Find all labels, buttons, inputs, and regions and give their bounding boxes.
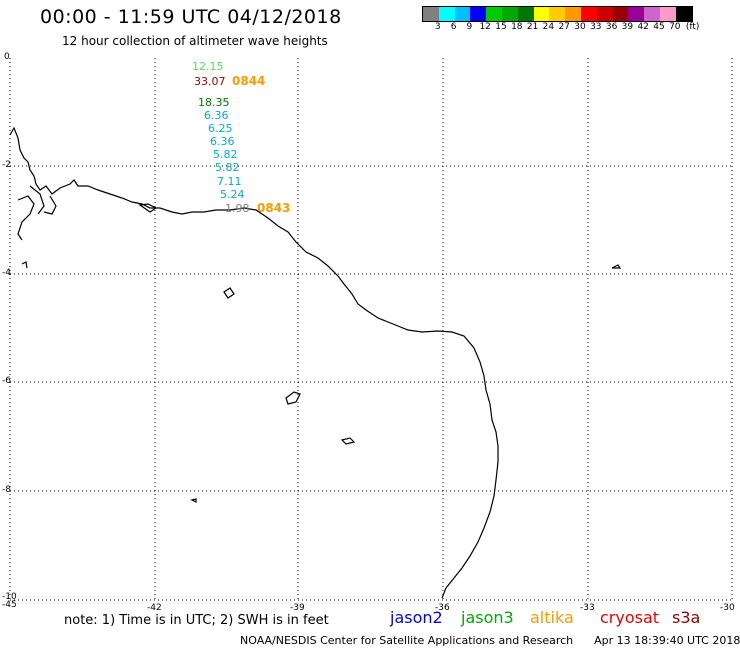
colorbar-swatch <box>549 7 566 21</box>
colorbar-swatch <box>438 7 455 21</box>
colorbar-label: 15 <box>495 22 507 32</box>
wave-height-value: 6.36 <box>204 109 229 122</box>
colorbar-label: 70 <box>669 22 681 32</box>
coastline <box>9 126 622 599</box>
colorbar-swatch <box>501 7 518 21</box>
x-tick-label: -30 <box>720 603 735 613</box>
island-atol <box>285 391 301 405</box>
y-tick-label: -10 <box>2 592 17 602</box>
wave-height-value: 5.82 <box>215 161 240 174</box>
colorbar-label: 30 <box>574 22 586 32</box>
wave-height-colorbar <box>422 6 693 22</box>
colorbar-swatch <box>628 7 645 21</box>
colorbar-label: 24 <box>542 22 555 32</box>
colorbar-swatch <box>659 7 676 21</box>
colorbar-swatch <box>644 7 660 21</box>
colorbar-label: 6 <box>450 22 457 32</box>
colorbar-label: 36 <box>605 22 618 32</box>
colorbar-label: 27 <box>558 22 570 32</box>
colorbar-label: 33 <box>590 22 602 32</box>
island-tiny <box>190 498 197 503</box>
coastline-west-stub <box>21 261 28 269</box>
map-grid <box>9 58 733 601</box>
island-fernando <box>223 287 235 299</box>
colorbar-swatch <box>675 7 692 21</box>
colorbar-label: 42 <box>637 22 649 32</box>
coastline-amazon-islands <box>17 185 57 241</box>
wave-height-value: 6.36 <box>210 135 235 148</box>
colorbar-label: 12 <box>479 22 491 32</box>
colorbar-swatch <box>517 7 534 21</box>
colorbar-swatch <box>565 7 581 21</box>
legend-jason2: jason2 <box>390 608 443 627</box>
colorbar-swatch <box>470 7 487 21</box>
legend-s3a: s3a <box>672 608 701 627</box>
colorbar-unit: (ft) <box>685 22 700 32</box>
wave-height-value: 18.35 <box>198 96 230 109</box>
x-tick-label: -45 <box>2 600 17 610</box>
credit-text: NOAA/NESDIS Center for Satellite Applica… <box>240 634 574 647</box>
colorbar-swatch <box>596 7 613 21</box>
x-tick-label: -33 <box>580 603 595 613</box>
coastline-brazil <box>9 126 499 599</box>
coastline-island <box>138 203 158 213</box>
colorbar-swatch <box>486 7 502 21</box>
y-tick-label: 0 <box>4 52 10 62</box>
wave-height-value: 5.82 <box>213 148 238 161</box>
x-tick-label: -42 <box>147 603 162 613</box>
y-tick-label: -4 <box>2 268 11 278</box>
colorbar-label: 45 <box>653 22 665 32</box>
colorbar-label: 9 <box>466 22 473 32</box>
wave-height-value: 7.11 <box>217 175 242 188</box>
island-small <box>340 437 356 445</box>
y-tick-label: -2 <box>2 160 11 170</box>
x-tick-label: -36 <box>435 603 450 613</box>
pass-time-label: 0844 <box>232 74 266 88</box>
colorbar-labels: 3 6 9 12 15 18 21 24 27 30 33 36 39 42 4… <box>422 22 740 34</box>
footer-credit: NOAA/NESDIS Center for Satellite Applica… <box>240 634 740 647</box>
colorbar-label: 3 <box>434 22 441 32</box>
colorbar-label: 18 <box>511 22 523 32</box>
map-subtitle: 12 hour collection of altimeter wave hei… <box>62 34 328 48</box>
y-tick-label: -6 <box>2 376 11 386</box>
colorbar-swatch <box>580 7 597 21</box>
colorbar-swatch <box>533 7 550 21</box>
y-tick-label: -8 <box>2 485 11 495</box>
colorbar-label: 21 <box>526 22 539 32</box>
colorbar-swatch <box>454 7 471 21</box>
legend-altika: altika <box>530 608 574 627</box>
wave-height-value: 12.15 <box>192 60 224 73</box>
island-stpaul <box>611 264 622 269</box>
wave-height-value: 5.24 <box>220 188 245 201</box>
legend-jason3: jason3 <box>461 608 514 627</box>
credit-timestamp: Apr 13 18:39:40 UTC 2018 <box>594 634 740 647</box>
x-tick-label: -39 <box>290 603 305 613</box>
colorbar-swatch <box>612 7 629 21</box>
pass-time-label: 0843 <box>257 201 291 215</box>
wave-height-value: 6.25 <box>208 122 233 135</box>
wave-height-value: 33.07 <box>194 75 226 88</box>
colorbar-label: 39 <box>621 22 634 32</box>
wave-height-value: 1.98 <box>225 202 250 215</box>
map-title: 00:00 - 11:59 UTC 04/12/2018 <box>40 6 342 28</box>
colorbar-swatch <box>423 7 439 21</box>
footer-note: note: 1) Time is in UTC; 2) SWH is in fe… <box>64 613 329 628</box>
legend-cryosat: cryosat <box>600 608 660 627</box>
